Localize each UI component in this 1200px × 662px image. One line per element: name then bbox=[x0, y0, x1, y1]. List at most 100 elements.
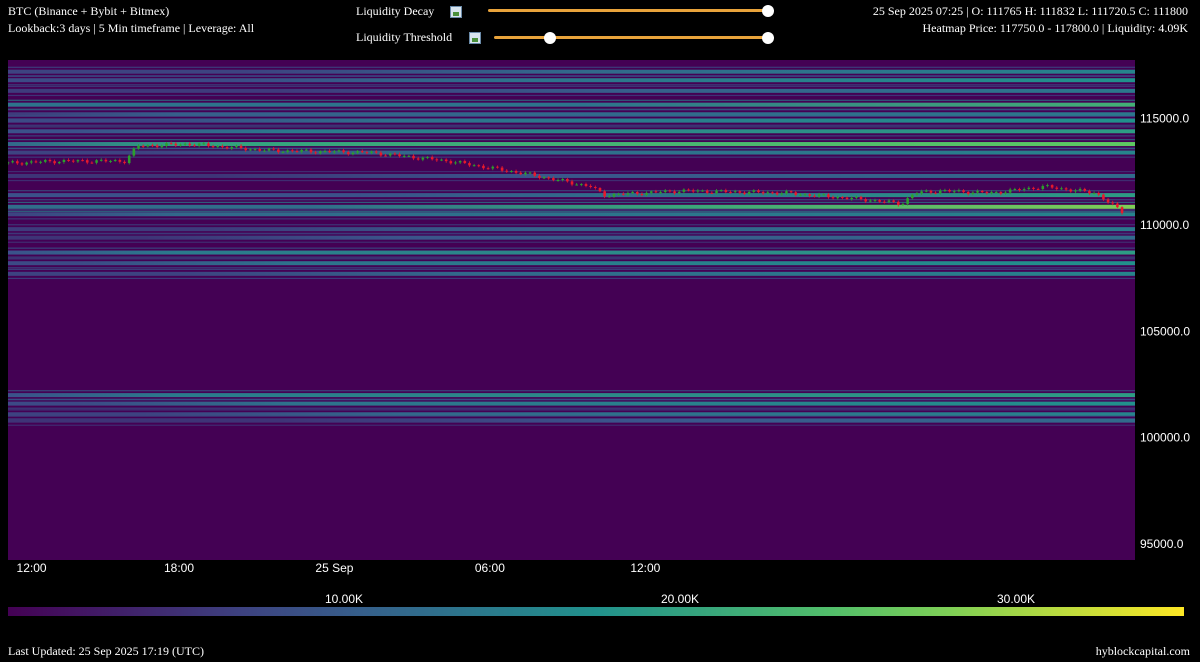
candle-body[interactable] bbox=[1055, 187, 1059, 189]
candle-body[interactable] bbox=[491, 166, 495, 169]
candle-body[interactable] bbox=[202, 143, 206, 145]
candle-body[interactable] bbox=[910, 194, 914, 199]
candle-body[interactable] bbox=[319, 151, 322, 154]
candle-body[interactable] bbox=[20, 163, 24, 165]
liquidity-band[interactable] bbox=[8, 173, 1135, 178]
candle-body[interactable] bbox=[552, 178, 555, 181]
candle-body[interactable] bbox=[771, 192, 774, 194]
candle-body[interactable] bbox=[421, 157, 425, 160]
candle-body[interactable] bbox=[388, 153, 392, 156]
candle-body[interactable] bbox=[1074, 190, 1077, 192]
candle-body[interactable] bbox=[482, 165, 485, 169]
candle-body[interactable] bbox=[384, 155, 387, 157]
candle-body[interactable] bbox=[34, 161, 38, 163]
liquidity-decay-slider-track[interactable] bbox=[488, 9, 768, 12]
candle-body[interactable] bbox=[855, 196, 858, 198]
liquidity-band[interactable] bbox=[8, 418, 1135, 423]
liquidity-band[interactable] bbox=[8, 401, 1135, 406]
candle-body[interactable] bbox=[659, 192, 662, 194]
candle-body[interactable] bbox=[635, 191, 639, 194]
candle-body[interactable] bbox=[803, 194, 807, 196]
candle-body[interactable] bbox=[775, 192, 779, 195]
liquidity-band[interactable] bbox=[8, 129, 1135, 134]
candle-body[interactable] bbox=[924, 190, 928, 192]
candle-body[interactable] bbox=[1018, 188, 1021, 191]
candle-body[interactable] bbox=[440, 159, 443, 161]
candle-body[interactable] bbox=[1120, 207, 1124, 214]
candle-body[interactable] bbox=[169, 143, 173, 145]
liquidity-band[interactable] bbox=[8, 142, 1135, 147]
candle-body[interactable] bbox=[990, 192, 993, 194]
candle-body[interactable] bbox=[1078, 188, 1082, 191]
candle-body[interactable] bbox=[976, 190, 979, 193]
candle-body[interactable] bbox=[188, 143, 192, 146]
candle-body[interactable] bbox=[920, 191, 923, 194]
candle-body[interactable] bbox=[99, 159, 103, 161]
liquidity-threshold-slider-track[interactable] bbox=[494, 36, 768, 39]
candle-body[interactable] bbox=[309, 149, 313, 153]
candle-body[interactable] bbox=[841, 197, 844, 199]
candle-body[interactable] bbox=[402, 155, 406, 157]
candle-body[interactable] bbox=[994, 192, 998, 194]
candle-body[interactable] bbox=[915, 193, 919, 195]
candle-body[interactable] bbox=[724, 190, 728, 193]
candle-body[interactable] bbox=[295, 151, 299, 153]
candle-body[interactable] bbox=[67, 159, 70, 161]
candle-body[interactable] bbox=[360, 151, 364, 153]
candle-body[interactable] bbox=[216, 146, 220, 148]
candle-body[interactable] bbox=[556, 179, 560, 181]
candle-body[interactable] bbox=[584, 184, 588, 186]
candle-body[interactable] bbox=[118, 160, 122, 162]
candle-body[interactable] bbox=[589, 185, 592, 187]
candle-body[interactable] bbox=[328, 150, 331, 153]
brand-link[interactable]: hyblockcapital.com bbox=[1095, 644, 1190, 658]
candle-body[interactable] bbox=[137, 145, 140, 149]
candle-body[interactable] bbox=[370, 151, 373, 153]
candle-body[interactable] bbox=[127, 155, 131, 164]
candle-body[interactable] bbox=[48, 160, 52, 162]
candle-body[interactable] bbox=[332, 151, 336, 153]
candle-body[interactable] bbox=[808, 194, 812, 196]
candle-body[interactable] bbox=[813, 195, 816, 197]
candle-body[interactable] bbox=[1027, 187, 1031, 190]
candle-body[interactable] bbox=[416, 158, 420, 160]
liquidity-band[interactable] bbox=[8, 250, 1135, 255]
candle-body[interactable] bbox=[528, 172, 532, 174]
liquidity-band[interactable] bbox=[8, 204, 1135, 209]
candle-body[interactable] bbox=[253, 149, 257, 151]
candle-body[interactable] bbox=[761, 192, 765, 194]
candle-body[interactable] bbox=[351, 152, 355, 155]
candle-body[interactable] bbox=[901, 203, 905, 205]
candle-body[interactable] bbox=[81, 160, 84, 162]
candle-body[interactable] bbox=[1008, 189, 1012, 193]
candle-body[interactable] bbox=[747, 191, 751, 194]
candle-body[interactable] bbox=[458, 161, 462, 163]
liquidity-band[interactable] bbox=[8, 102, 1135, 107]
candle-body[interactable] bbox=[789, 191, 793, 193]
candle-body[interactable] bbox=[757, 190, 760, 193]
candle-body[interactable] bbox=[971, 192, 975, 195]
candle-body[interactable] bbox=[1097, 192, 1101, 195]
candle-body[interactable] bbox=[580, 184, 583, 186]
candle-body[interactable] bbox=[1069, 189, 1073, 192]
candle-body[interactable] bbox=[1050, 185, 1054, 188]
candle-body[interactable] bbox=[831, 197, 835, 199]
candle-body[interactable] bbox=[738, 191, 742, 193]
candle-body[interactable] bbox=[906, 198, 909, 204]
candle-body[interactable] bbox=[342, 150, 345, 153]
candle-body[interactable] bbox=[645, 192, 648, 196]
candle-body[interactable] bbox=[836, 197, 840, 199]
candle-body[interactable] bbox=[1041, 186, 1045, 190]
candle-body[interactable] bbox=[957, 190, 961, 192]
candle-body[interactable] bbox=[1116, 203, 1119, 208]
candle-body[interactable] bbox=[277, 149, 280, 153]
candle-body[interactable] bbox=[207, 143, 210, 147]
candle-body[interactable] bbox=[62, 159, 66, 163]
liquidity-band[interactable] bbox=[8, 112, 1135, 117]
candle-body[interactable] bbox=[314, 152, 317, 154]
candle-body[interactable] bbox=[612, 194, 616, 197]
candle-body[interactable] bbox=[211, 146, 215, 148]
candle-body[interactable] bbox=[132, 148, 136, 156]
candle-body[interactable] bbox=[524, 172, 527, 175]
candle-body[interactable] bbox=[938, 190, 942, 194]
